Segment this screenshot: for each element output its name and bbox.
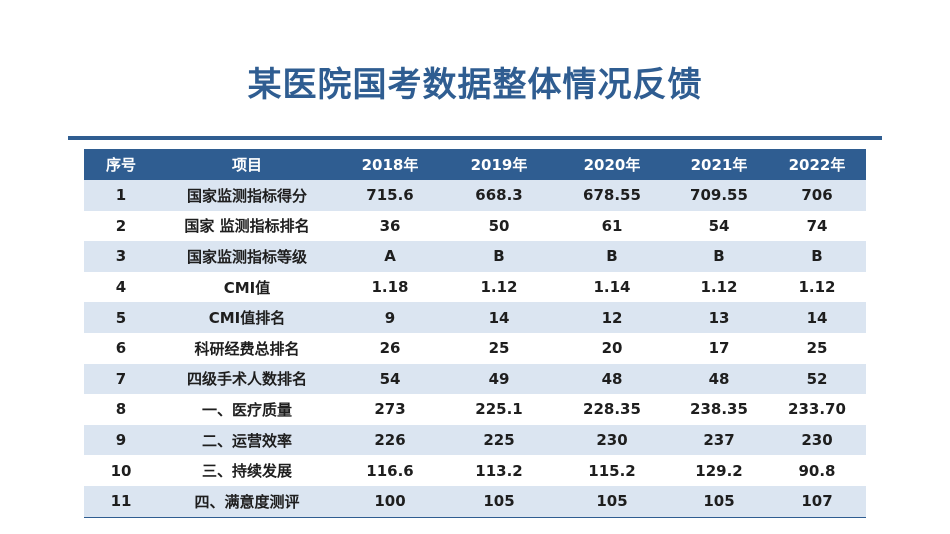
cell-index: 11 [84, 485, 158, 518]
cell-item: 三、持续发展 [158, 455, 336, 486]
cell-2019: 50 [444, 210, 554, 242]
cell-index: 4 [84, 271, 158, 303]
cell-2022: 1.12 [768, 271, 866, 303]
cell-2022: 14 [768, 302, 866, 333]
cell-2018: 36 [336, 210, 444, 242]
cell-2019: B [444, 241, 554, 272]
cell-2019: 49 [444, 363, 554, 395]
cell-2021: 709.55 [670, 180, 768, 211]
cell-2018: 54 [336, 363, 444, 395]
cell-2019: 113.2 [444, 455, 554, 486]
cell-item: CMI值 [158, 271, 336, 303]
cell-2021: 17 [670, 332, 768, 364]
cell-item: 科研经费总排名 [158, 332, 336, 364]
cell-item: 国家监测指标得分 [158, 180, 336, 211]
cell-2018: 26 [336, 332, 444, 364]
cell-2019: 1.12 [444, 271, 554, 303]
cell-index: 8 [84, 394, 158, 425]
table-row: 3 国家监测指标等级 A B B B B [84, 241, 866, 272]
cell-2022: 74 [768, 210, 866, 242]
cell-2018: 273 [336, 394, 444, 425]
cell-2018: A [336, 241, 444, 272]
cell-2020: 115.2 [554, 455, 670, 486]
cell-index: 7 [84, 363, 158, 395]
cell-2019: 225 [444, 424, 554, 456]
cell-2020: B [554, 241, 670, 272]
cell-2021: 105 [670, 485, 768, 518]
header-2020: 2020年 [554, 149, 670, 180]
table-row: 11 四、满意度测评 100 105 105 105 107 [84, 485, 866, 518]
title-divider [68, 136, 882, 140]
cell-item: 四级手术人数排名 [158, 363, 336, 395]
table-row: 4 CMI值 1.18 1.12 1.14 1.12 1.12 [84, 271, 866, 303]
cell-2021: 54 [670, 210, 768, 242]
cell-2020: 105 [554, 485, 670, 518]
cell-2021: 129.2 [670, 455, 768, 486]
data-table: 序号 项目 2018年 2019年 2020年 2021年 2022年 1 国家… [84, 149, 866, 518]
table-row: 2 国家 监测指标排名 36 50 61 54 74 [84, 210, 866, 242]
cell-2021: 238.35 [670, 394, 768, 425]
cell-2020: 1.14 [554, 271, 670, 303]
cell-2018: 226 [336, 424, 444, 456]
cell-2020: 12 [554, 302, 670, 333]
cell-2019: 105 [444, 485, 554, 518]
cell-2020: 48 [554, 363, 670, 395]
cell-2018: 100 [336, 485, 444, 518]
cell-item: 四、满意度测评 [158, 485, 336, 518]
cell-2022: 230 [768, 424, 866, 456]
cell-2021: 48 [670, 363, 768, 395]
cell-index: 6 [84, 332, 158, 364]
cell-2021: 13 [670, 302, 768, 333]
cell-item: CMI值排名 [158, 302, 336, 333]
cell-index: 3 [84, 241, 158, 272]
cell-2020: 230 [554, 424, 670, 456]
cell-item: 国家 监测指标排名 [158, 210, 336, 242]
cell-2018: 9 [336, 302, 444, 333]
header-item: 项目 [158, 149, 336, 180]
cell-2022: 233.70 [768, 394, 866, 425]
table-row: 8 一、医疗质量 273 225.1 228.35 238.35 233.70 [84, 394, 866, 425]
cell-2020: 228.35 [554, 394, 670, 425]
table-row: 5 CMI值排名 9 14 12 13 14 [84, 302, 866, 333]
table-header-row: 序号 项目 2018年 2019年 2020年 2021年 2022年 [84, 149, 866, 180]
header-index: 序号 [84, 149, 158, 180]
cell-2022: 107 [768, 485, 866, 518]
cell-2021: B [670, 241, 768, 272]
table-row: 10 三、持续发展 116.6 113.2 115.2 129.2 90.8 [84, 455, 866, 486]
cell-2019: 668.3 [444, 180, 554, 211]
page-title: 某医院国考数据整体情况反馈 [247, 65, 703, 105]
cell-2020: 678.55 [554, 180, 670, 211]
cell-2020: 61 [554, 210, 670, 242]
table-row: 1 国家监测指标得分 715.6 668.3 678.55 709.55 706 [84, 180, 866, 211]
cell-item: 一、医疗质量 [158, 394, 336, 425]
cell-2022: 706 [768, 180, 866, 211]
cell-index: 5 [84, 302, 158, 333]
cell-2022: B [768, 241, 866, 272]
header-2019: 2019年 [444, 149, 554, 180]
cell-2018: 116.6 [336, 455, 444, 486]
cell-index: 10 [84, 455, 158, 486]
cell-index: 1 [84, 180, 158, 211]
cell-2022: 52 [768, 363, 866, 395]
table-row: 6 科研经费总排名 26 25 20 17 25 [84, 332, 866, 364]
header-2021: 2021年 [670, 149, 768, 180]
cell-index: 2 [84, 210, 158, 242]
table-row: 9 二、运营效率 226 225 230 237 230 [84, 424, 866, 456]
cell-2021: 237 [670, 424, 768, 456]
cell-2022: 25 [768, 332, 866, 364]
cell-2021: 1.12 [670, 271, 768, 303]
cell-2019: 14 [444, 302, 554, 333]
cell-item: 二、运营效率 [158, 424, 336, 456]
cell-2018: 715.6 [336, 180, 444, 211]
cell-2022: 90.8 [768, 455, 866, 486]
table-row: 7 四级手术人数排名 54 49 48 48 52 [84, 363, 866, 395]
cell-2019: 225.1 [444, 394, 554, 425]
cell-2018: 1.18 [336, 271, 444, 303]
cell-2019: 25 [444, 332, 554, 364]
cell-item: 国家监测指标等级 [158, 241, 336, 272]
cell-index: 9 [84, 424, 158, 456]
header-2022: 2022年 [768, 149, 866, 180]
cell-2020: 20 [554, 332, 670, 364]
header-2018: 2018年 [336, 149, 444, 180]
